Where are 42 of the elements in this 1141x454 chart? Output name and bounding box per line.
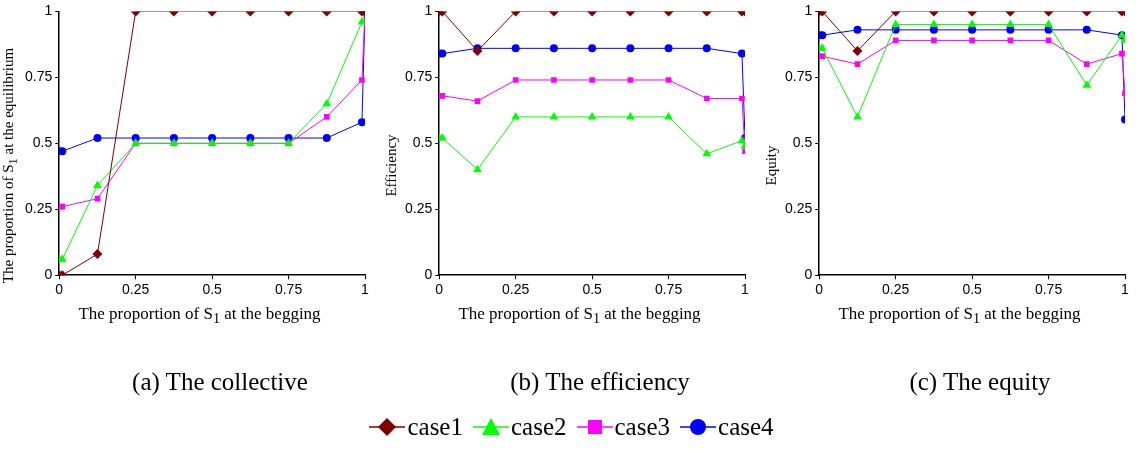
x-tick-label: 1 xyxy=(741,281,750,298)
y-tick-label: 1 xyxy=(424,2,433,19)
y-tick-label: 0.5 xyxy=(792,134,813,151)
y-tick-label: 0.75 xyxy=(25,68,53,85)
legend-label: case3 xyxy=(614,413,671,441)
text: (c) The equity xyxy=(908,368,1052,396)
legend-label: case2 xyxy=(510,413,567,441)
x-tick-label: 0 xyxy=(815,281,824,298)
x-tick-label: 0 xyxy=(435,281,444,298)
x-axis-title: The proportion of S$_{1}$ at the begging xyxy=(837,304,1082,328)
y-tick-label: 1 xyxy=(44,2,53,19)
text: (a) The collective xyxy=(131,368,309,396)
y-axis-title: Efficiency xyxy=(382,133,400,197)
y-tick-label: 0.75 xyxy=(405,68,433,85)
y-tick-label: 0.25 xyxy=(405,200,433,217)
x-axis-title: The proportion of S$_{1}$ at the begging xyxy=(457,304,702,328)
legend-label: case1 xyxy=(407,413,463,441)
y-tick-label: 0.75 xyxy=(785,68,813,85)
x-tick-label: 0.25 xyxy=(882,281,910,298)
x-tick-label: 0.75 xyxy=(1034,281,1063,298)
y-tick-label: 0.5 xyxy=(32,134,53,151)
x-tick-label: 0.75 xyxy=(274,281,303,298)
y-tick-label: 0.5 xyxy=(412,134,433,151)
y-tick-label: 0 xyxy=(804,266,813,283)
y-tick-label: 0 xyxy=(44,266,53,283)
y-tick-label: 1 xyxy=(804,2,813,19)
x-tick-label: 0.75 xyxy=(654,281,683,298)
x-tick-label: 0.25 xyxy=(502,281,530,298)
x-tick-label: 0 xyxy=(55,281,64,298)
x-tick-label: 1 xyxy=(361,281,370,298)
x-tick-label: 1 xyxy=(1121,281,1130,298)
text: (b) The efficiency xyxy=(509,368,691,396)
y-tick-label: 0 xyxy=(424,266,433,283)
y-axis-title: Equity xyxy=(762,145,780,185)
x-axis-title: The proportion of S$_{1}$ at the begging xyxy=(77,304,322,328)
x-tick-label: 0.25 xyxy=(122,281,150,298)
y-tick-label: 0.25 xyxy=(785,200,813,217)
legend-label: case4 xyxy=(718,413,774,441)
x-tick-label: 0.5 xyxy=(202,281,223,298)
x-tick-label: 0.5 xyxy=(962,281,983,298)
y-tick-label: 0.25 xyxy=(25,200,53,217)
x-tick-label: 0.5 xyxy=(582,281,603,298)
